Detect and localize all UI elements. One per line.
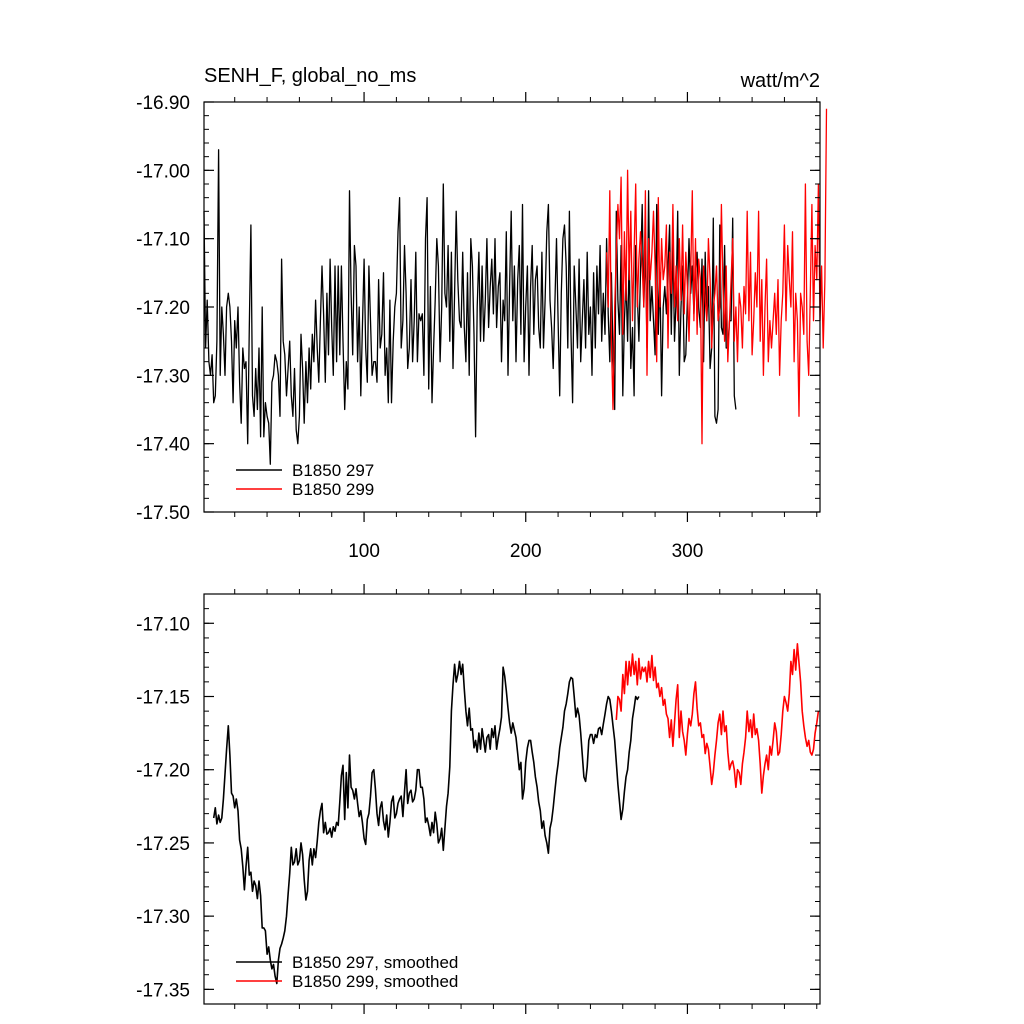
top-panel: -17.50 -17.40 -17.30 -17.20 -17.10 -17.00 -16.…: [136, 92, 828, 562]
series-line-1: [212, 660, 640, 985]
series-line-2: [605, 108, 828, 445]
legend-label-2: B1850 299, smoothed: [292, 972, 458, 991]
plot-title-left: SENH_F, global_no_ms: [204, 65, 416, 87]
bottom-panel-frame: [203, 593, 821, 1005]
x-tick-label: 100: [348, 541, 380, 562]
y-tick-label: -16.90: [136, 93, 190, 114]
y-tick-label: -17.00: [136, 161, 190, 182]
y-tick-label: -17.20: [136, 298, 190, 319]
x-tick-label: 200: [510, 541, 542, 562]
y-tick-label: -17.10: [136, 614, 190, 635]
bottom-panel: -17.35 -17.30 -17.25 -17.20 -17.15 -17.10 B18…: [136, 584, 821, 1014]
y-tick-label: -17.30: [136, 907, 190, 928]
y-tick-label: -17.50: [136, 503, 190, 524]
y-tick-label: -17.25: [136, 834, 190, 855]
series-line-2: [615, 642, 820, 794]
y-tick-label: -17.20: [136, 761, 190, 782]
y-tick-label: -17.35: [136, 980, 190, 1001]
x-tick-label: 300: [672, 541, 704, 562]
plot-title-right: watt/m^2: [740, 70, 820, 92]
y-tick-label: -17.10: [136, 230, 190, 251]
top-panel-frame: [203, 101, 821, 513]
legend-label-2: B1850 299: [292, 480, 374, 499]
y-tick-label: -17.40: [136, 435, 190, 456]
y-tick-label: -17.15: [136, 688, 190, 709]
legend-label-1: B1850 297: [292, 461, 374, 480]
y-tick-label: -17.30: [136, 366, 190, 387]
legend-label-1: B1850 297, smoothed: [292, 953, 458, 972]
